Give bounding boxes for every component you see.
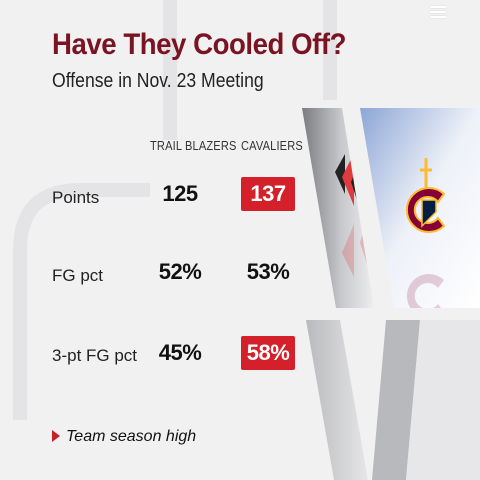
season-high-note-text: Team season high xyxy=(66,428,197,445)
decorative-stripes xyxy=(306,320,480,480)
cell-fg-pct-cavaliers: 53% xyxy=(246,259,290,284)
cell-3pt-fg-pct-cavaliers: 58% xyxy=(241,336,295,370)
red-triangle-icon xyxy=(52,430,60,442)
team-logo-panels xyxy=(302,108,480,480)
row-label-3pt-fg-pct: 3-pt FG pct xyxy=(52,346,138,365)
cell-points-cavaliers: 137 xyxy=(241,177,295,211)
column-header-cavaliers: CAVALIERS xyxy=(241,138,303,153)
row-label-fg-pct: FG pct xyxy=(52,266,104,285)
cell-points-blazers: 125 xyxy=(162,181,198,206)
cavaliers-logo xyxy=(405,158,446,308)
hamburger-menu-icon[interactable] xyxy=(430,6,446,20)
page-subtitle: Offense in Nov. 23 Meeting xyxy=(52,70,264,92)
cavaliers-panel xyxy=(360,108,480,308)
cell-fg-pct-blazers: 52% xyxy=(158,259,202,284)
page-title: Have They Cooled Off? xyxy=(52,28,346,61)
cell-3pt-fg-pct-blazers: 45% xyxy=(158,340,202,365)
column-header-trail-blazers: TRAIL BLAZERS xyxy=(150,138,237,153)
row-label-points: Points xyxy=(52,188,100,207)
season-high-note: Team season high xyxy=(52,428,196,446)
